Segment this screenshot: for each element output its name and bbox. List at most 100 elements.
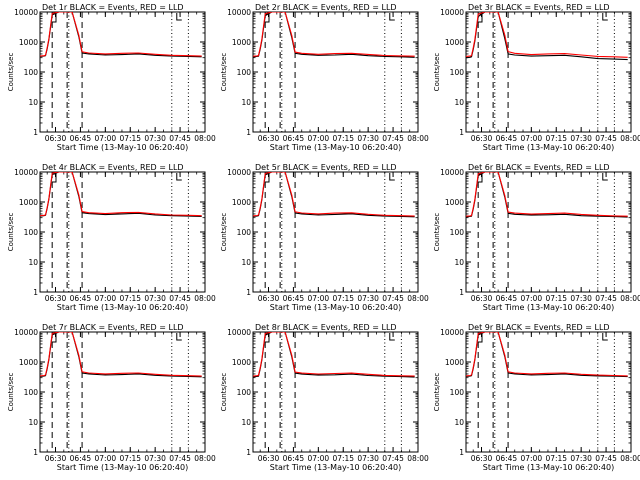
panel-title: Det 2r BLACK = Events, RED = LLD bbox=[255, 3, 397, 12]
y-tick-label: 10 bbox=[454, 258, 464, 267]
y-axis-label: Counts/sec bbox=[7, 213, 15, 252]
detector-panel: Det 4r BLACK = Events, RED = LLD 1 10 100 10… bbox=[7, 163, 216, 312]
corner-marker-icon bbox=[602, 173, 608, 181]
plot-frame bbox=[39, 331, 206, 453]
x-tick-label: 07:30 bbox=[144, 134, 166, 143]
y-tick-label: 10000 bbox=[440, 8, 464, 17]
y-tick-label: 10000 bbox=[227, 168, 251, 177]
x-tick-label: 07:00 bbox=[308, 294, 330, 303]
panel-title: Det 4r BLACK = Events, RED = LLD bbox=[42, 163, 184, 172]
y-tick-label: 100 bbox=[237, 68, 252, 77]
detector-panel: Det 5r BLACK = Events, RED = LLD 1 10 100 10… bbox=[220, 163, 429, 312]
y-axis-label: Counts/sec bbox=[433, 53, 441, 92]
corner-marker-icon bbox=[389, 13, 395, 21]
x-axis-label: Start Time (13-May-10 06:20:40) bbox=[270, 303, 401, 312]
series-line-events bbox=[466, 172, 628, 218]
x-tick-label: 06:45 bbox=[70, 294, 92, 303]
y-tick-label: 1 bbox=[459, 128, 464, 137]
series-line-events bbox=[40, 332, 202, 378]
x-tick-label: 08:00 bbox=[407, 454, 429, 463]
plot-frame bbox=[39, 11, 206, 133]
x-tick-label: 06:45 bbox=[283, 294, 305, 303]
series-line-lld bbox=[40, 172, 202, 217]
y-tick-label: 1 bbox=[33, 288, 38, 297]
x-tick-label: 07:45 bbox=[382, 294, 404, 303]
plot-frame bbox=[252, 171, 419, 293]
corner-marker-icon bbox=[176, 333, 182, 341]
series-line-lld bbox=[253, 12, 415, 57]
detector-panel: Det 2r BLACK = Events, RED = LLD 1 10 100 10… bbox=[220, 3, 429, 152]
x-tick-label: 06:45 bbox=[496, 454, 518, 463]
y-tick-label: 1 bbox=[246, 448, 251, 457]
x-tick-label: 07:00 bbox=[308, 134, 330, 143]
x-tick-label: 07:30 bbox=[570, 294, 592, 303]
x-tick-label: 08:00 bbox=[620, 454, 640, 463]
y-tick-label: 10 bbox=[28, 98, 38, 107]
plot-frame bbox=[465, 171, 632, 293]
x-tick-label: 06:30 bbox=[258, 294, 280, 303]
y-tick-label: 10 bbox=[241, 98, 251, 107]
series-line-events bbox=[466, 12, 628, 61]
x-tick-label: 07:30 bbox=[357, 134, 379, 143]
y-tick-label: 1 bbox=[33, 448, 38, 457]
plot-frame bbox=[39, 171, 206, 293]
panel-title: Det 1r BLACK = Events, RED = LLD bbox=[42, 3, 184, 12]
detector-panel: Det 7r BLACK = Events, RED = LLD 1 10 100 10… bbox=[7, 323, 216, 472]
x-tick-label: 06:30 bbox=[45, 454, 67, 463]
y-axis-label: Counts/sec bbox=[433, 373, 441, 412]
y-tick-label: 1000 bbox=[19, 358, 38, 367]
bracket-marker-icon bbox=[265, 13, 270, 23]
series-line-lld bbox=[466, 12, 628, 58]
y-tick-label: 1 bbox=[459, 288, 464, 297]
detector-panel: Det 6r BLACK = Events, RED = LLD 1 10 100 10… bbox=[433, 163, 640, 312]
x-tick-label: 06:45 bbox=[496, 134, 518, 143]
y-tick-label: 10000 bbox=[14, 328, 38, 337]
series-line-events bbox=[253, 332, 415, 378]
x-tick-label: 08:00 bbox=[194, 294, 216, 303]
x-tick-label: 07:45 bbox=[382, 134, 404, 143]
x-tick-label: 07:00 bbox=[95, 454, 117, 463]
x-tick-label: 07:15 bbox=[545, 454, 567, 463]
series-line-lld bbox=[466, 172, 628, 217]
y-tick-label: 10 bbox=[28, 418, 38, 427]
y-tick-label: 10 bbox=[454, 98, 464, 107]
y-tick-label: 10 bbox=[241, 418, 251, 427]
plot-frame bbox=[465, 11, 632, 133]
y-tick-label: 10000 bbox=[227, 8, 251, 17]
x-axis-label: Start Time (13-May-10 06:20:40) bbox=[270, 463, 401, 472]
panel-title: Det 9r BLACK = Events, RED = LLD bbox=[468, 323, 610, 332]
y-tick-label: 10 bbox=[241, 258, 251, 267]
series-line-lld bbox=[40, 332, 202, 377]
x-tick-label: 07:45 bbox=[595, 454, 617, 463]
x-tick-label: 07:45 bbox=[382, 454, 404, 463]
series-line-events bbox=[40, 12, 202, 58]
x-tick-label: 07:15 bbox=[119, 134, 141, 143]
x-tick-label: 07:45 bbox=[169, 134, 191, 143]
x-tick-label: 06:30 bbox=[45, 134, 67, 143]
series-line-events bbox=[466, 332, 628, 378]
x-axis-label: Start Time (13-May-10 06:20:40) bbox=[57, 303, 188, 312]
x-tick-label: 07:30 bbox=[570, 454, 592, 463]
x-tick-label: 07:00 bbox=[521, 134, 543, 143]
y-tick-label: 1000 bbox=[19, 198, 38, 207]
y-tick-label: 10000 bbox=[440, 168, 464, 177]
x-axis-label: Start Time (13-May-10 06:20:40) bbox=[483, 463, 614, 472]
x-tick-label: 06:30 bbox=[258, 134, 280, 143]
detector-panel: Det 3r BLACK = Events, RED = LLD 1 10 100 10… bbox=[433, 3, 640, 152]
y-axis-label: Counts/sec bbox=[220, 53, 228, 92]
x-axis-label: Start Time (13-May-10 06:20:40) bbox=[270, 143, 401, 152]
series-line-lld bbox=[40, 12, 202, 57]
y-tick-label: 100 bbox=[450, 228, 465, 237]
x-tick-label: 06:45 bbox=[70, 134, 92, 143]
x-tick-label: 07:45 bbox=[169, 454, 191, 463]
y-tick-label: 10 bbox=[28, 258, 38, 267]
plot-frame bbox=[252, 331, 419, 453]
y-tick-label: 100 bbox=[24, 68, 39, 77]
panel-title: Det 3r BLACK = Events, RED = LLD bbox=[468, 3, 610, 12]
y-tick-label: 100 bbox=[237, 388, 252, 397]
series-line-lld bbox=[253, 172, 415, 217]
x-tick-label: 07:30 bbox=[357, 294, 379, 303]
y-axis-label: Counts/sec bbox=[433, 213, 441, 252]
y-tick-label: 1 bbox=[33, 128, 38, 137]
y-axis-label: Counts/sec bbox=[7, 53, 15, 92]
